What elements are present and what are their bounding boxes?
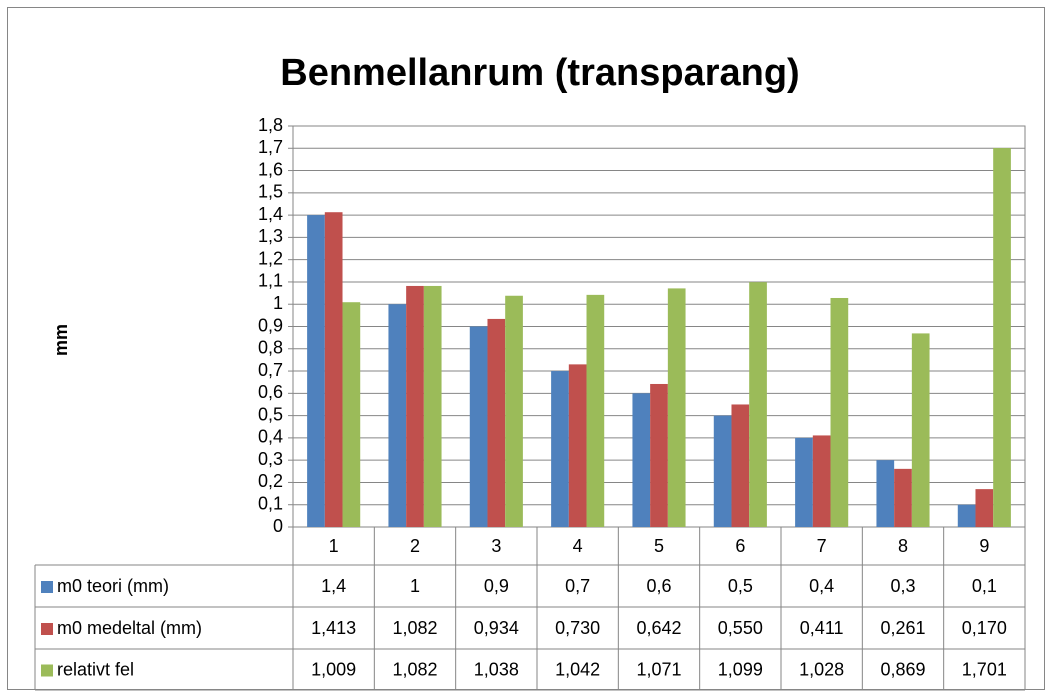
bar bbox=[632, 393, 651, 527]
table-value: 0,411 bbox=[800, 618, 844, 638]
legend-swatch bbox=[41, 664, 53, 677]
bar bbox=[731, 404, 750, 527]
table-value: 0,1 bbox=[972, 576, 997, 596]
bar bbox=[568, 364, 587, 527]
legend-swatch bbox=[41, 581, 53, 593]
y-tick-label: 0,5 bbox=[258, 404, 283, 424]
table-value: 1,082 bbox=[392, 659, 437, 679]
table-value: 1,028 bbox=[799, 659, 844, 679]
bar bbox=[749, 282, 767, 527]
y-tick-label: 1,4 bbox=[258, 204, 283, 224]
bar bbox=[894, 468, 912, 527]
x-tick-label: 8 bbox=[898, 536, 908, 556]
x-tick-label: 4 bbox=[573, 536, 583, 556]
bar bbox=[957, 504, 976, 527]
y-tick-label: 0,6 bbox=[258, 382, 283, 402]
table-value: 1,413 bbox=[311, 618, 356, 638]
bar bbox=[487, 318, 506, 527]
bar bbox=[423, 285, 442, 527]
bar bbox=[505, 295, 523, 527]
bar bbox=[388, 304, 407, 527]
bar bbox=[795, 437, 813, 527]
bar bbox=[975, 489, 994, 527]
table-value: 0,550 bbox=[718, 618, 763, 638]
y-tick-label: 1,6 bbox=[258, 159, 283, 179]
table-value: 0,170 bbox=[962, 618, 1007, 638]
y-tick-label: 0,1 bbox=[258, 493, 283, 513]
table-value: 0,3 bbox=[890, 576, 915, 596]
bar bbox=[993, 148, 1011, 527]
y-tick-label: 0,9 bbox=[258, 315, 283, 335]
bar bbox=[307, 215, 325, 527]
y-tick-label: 1,1 bbox=[258, 271, 283, 291]
y-tick-label: 1,5 bbox=[258, 182, 283, 202]
bar bbox=[713, 415, 732, 527]
y-tick-label: 1,8 bbox=[258, 115, 283, 135]
y-tick-label: 0 bbox=[273, 516, 283, 536]
y-tick-label: 1,7 bbox=[258, 137, 283, 157]
table-value: 0,5 bbox=[728, 576, 753, 596]
table-value: 0,7 bbox=[565, 576, 590, 596]
bar bbox=[667, 288, 686, 527]
table-value: 0,6 bbox=[646, 576, 671, 596]
x-tick-label: 3 bbox=[491, 536, 501, 556]
table-value: 1,038 bbox=[474, 659, 519, 679]
y-axis-label: mm bbox=[51, 324, 71, 356]
y-tick-label: 0,3 bbox=[258, 449, 283, 469]
bar bbox=[406, 285, 424, 527]
table-value: 1,042 bbox=[555, 659, 600, 679]
x-tick-label: 2 bbox=[410, 536, 420, 556]
x-tick-label: 5 bbox=[654, 536, 664, 556]
table-value: 0,261 bbox=[880, 618, 925, 638]
bar bbox=[911, 333, 930, 527]
table-value: 0,4 bbox=[809, 576, 834, 596]
bar bbox=[830, 297, 849, 527]
bar bbox=[551, 371, 569, 527]
bar bbox=[876, 460, 895, 527]
y-tick-label: 0,4 bbox=[258, 427, 283, 447]
x-tick-label: 6 bbox=[735, 536, 745, 556]
x-tick-label: 9 bbox=[979, 536, 989, 556]
table-value: 1,009 bbox=[311, 659, 356, 679]
table-value: 0,869 bbox=[880, 659, 925, 679]
y-tick-label: 1,3 bbox=[258, 226, 283, 246]
y-tick-label: 0,2 bbox=[258, 471, 283, 491]
bar bbox=[812, 435, 831, 527]
x-tick-label: 1 bbox=[329, 536, 339, 556]
bar bbox=[586, 294, 605, 527]
table-value: 1,701 bbox=[962, 659, 1007, 679]
table-value: 1,099 bbox=[718, 659, 763, 679]
table-value: 0,642 bbox=[636, 618, 681, 638]
bar bbox=[342, 302, 361, 527]
legend-swatch bbox=[41, 623, 53, 635]
legend-label: m0 medeltal (mm) bbox=[57, 618, 202, 638]
legend-label: relativt fel bbox=[57, 659, 134, 679]
y-tick-label: 1,2 bbox=[258, 248, 283, 268]
bar bbox=[650, 383, 668, 527]
legend-label: m0 teori (mm) bbox=[57, 576, 169, 596]
bar bbox=[469, 326, 488, 527]
y-tick-label: 1 bbox=[273, 293, 283, 313]
x-tick-label: 7 bbox=[817, 536, 827, 556]
table-value: 1,082 bbox=[392, 618, 437, 638]
table-value: 0,9 bbox=[484, 576, 509, 596]
table-value: 0,934 bbox=[474, 618, 519, 638]
table-value: 1,4 bbox=[321, 576, 346, 596]
table-value: 1,071 bbox=[636, 659, 681, 679]
chart-title: Benmellanrum (transparang) bbox=[280, 52, 799, 94]
table-value: 0,730 bbox=[555, 618, 600, 638]
y-tick-label: 0,8 bbox=[258, 338, 283, 358]
bar bbox=[324, 212, 343, 527]
y-tick-label: 0,7 bbox=[258, 360, 283, 380]
table-value: 1 bbox=[410, 576, 420, 596]
